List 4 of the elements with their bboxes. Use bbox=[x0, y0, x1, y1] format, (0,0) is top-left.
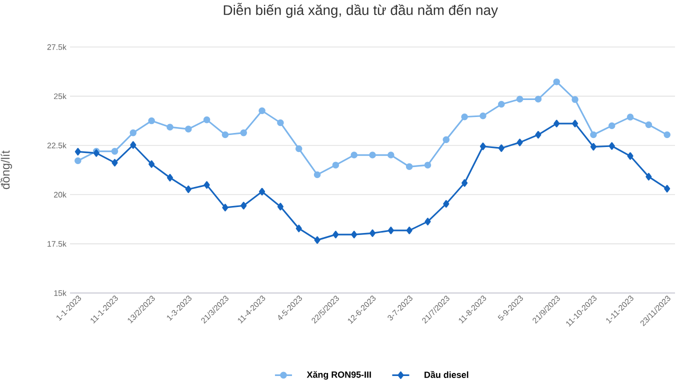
legend-label: Dầu diesel bbox=[424, 370, 468, 378]
chart-title: Diễn biến giá xăng, dầu từ đầu năm đến nay bbox=[224, 2, 498, 18]
y-axis-title: đồng/lít bbox=[0, 150, 12, 190]
legend-label: Xăng RON95-III bbox=[306, 371, 371, 380]
